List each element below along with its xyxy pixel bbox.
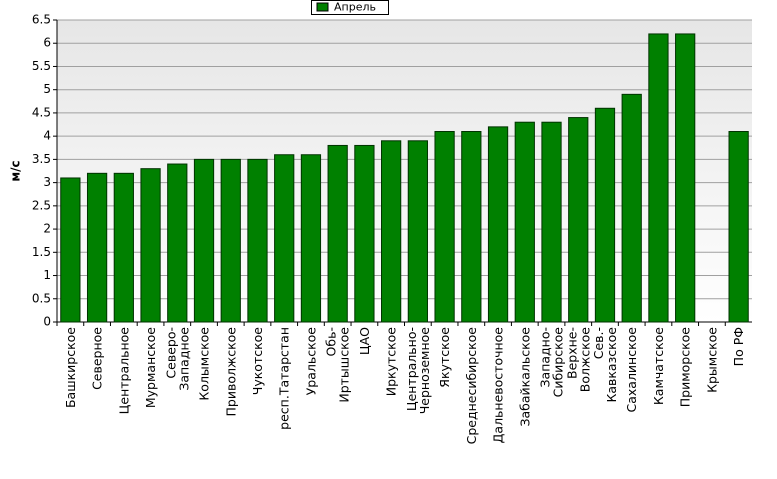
- bar: [568, 117, 589, 323]
- x-tick-label: Мурманское: [143, 327, 159, 409]
- y-axis-label: м/с: [9, 160, 23, 181]
- bar: [247, 158, 268, 323]
- y-tick-label: 3: [43, 175, 51, 189]
- bar: [167, 163, 188, 323]
- x-tick-label: Северо- Западное: [163, 327, 192, 391]
- x-tick-label: Центрально- Черноземное: [403, 327, 432, 415]
- x-tick-label: По РФ: [731, 327, 747, 367]
- legend: Апрель: [311, 0, 389, 15]
- y-tick-label: 4.5: [32, 105, 51, 119]
- y-tick-label: 3.5: [32, 152, 51, 166]
- bar: [461, 131, 482, 323]
- y-tick-label: 2: [43, 222, 51, 236]
- x-tick-label: Обь- Иртышское: [323, 327, 352, 403]
- x-tick-label: Сев.- Кавказское: [590, 327, 619, 403]
- x-tick-label: Башкирское: [62, 327, 78, 409]
- bar: [514, 121, 535, 323]
- y-tick-label: 5.5: [32, 59, 51, 73]
- y-tick-label: 6.5: [32, 13, 51, 27]
- x-tick-label: Якутское: [437, 327, 453, 388]
- x-tick-label: Крымское: [704, 327, 720, 393]
- x-tick-label: Колымское: [196, 327, 212, 401]
- y-tick-label: 6: [43, 36, 51, 50]
- plot-area: [57, 20, 752, 322]
- y-tick-label: 5: [43, 82, 51, 96]
- y-tick-label: 1: [43, 268, 51, 282]
- x-tick-label: ЦАО: [356, 327, 372, 356]
- y-tick-label: 4: [43, 129, 51, 143]
- x-tick-label: Забайкальское: [517, 327, 533, 427]
- bar: [381, 140, 402, 323]
- x-tick-label: Приволжское: [223, 327, 239, 417]
- bar: [354, 144, 375, 323]
- bar: [541, 121, 562, 323]
- bar: [728, 131, 749, 323]
- x-tick-label: Сахалинское: [624, 327, 640, 413]
- x-tick-label: Иркутское: [383, 327, 399, 397]
- x-tick-label: Дальневосточное: [490, 327, 506, 444]
- bar: [60, 177, 81, 323]
- bar: [274, 154, 295, 323]
- x-tick-label: Западно- Сибирское: [537, 327, 566, 398]
- x-tick-label: респ.Татарстан: [276, 327, 292, 430]
- x-tick-label: Верхне- Волжское: [564, 327, 593, 393]
- x-tick-label: Приморское: [677, 327, 693, 408]
- bar: [86, 172, 108, 323]
- x-tick-label: Среднесибирское: [463, 327, 479, 445]
- legend-swatch: [316, 2, 329, 12]
- x-tick-label: Центральное: [116, 327, 132, 415]
- bar: [220, 158, 241, 323]
- bar: [594, 107, 616, 323]
- bar: [487, 126, 509, 323]
- bar: [327, 144, 348, 323]
- y-tick-label: 2.5: [32, 198, 51, 212]
- bar: [621, 93, 642, 323]
- y-tick-label: 0.5: [32, 291, 51, 305]
- bar: [193, 158, 215, 323]
- y-tick-label: 0: [43, 315, 51, 329]
- x-tick-label: Чукотское: [249, 327, 265, 396]
- y-tick-label: 1.5: [32, 245, 51, 259]
- bar: [648, 33, 669, 323]
- bar: [434, 131, 455, 323]
- x-tick-label: Северное: [89, 327, 105, 390]
- x-tick-label: Камчатское: [650, 327, 666, 406]
- bar: [300, 154, 322, 323]
- bar: [113, 172, 134, 323]
- legend-label: Апрель: [334, 1, 376, 14]
- bar: [407, 140, 428, 323]
- bar: [675, 33, 696, 323]
- x-tick-label: Уральское: [303, 327, 319, 396]
- legend-box: [311, 0, 389, 15]
- bar: [140, 168, 161, 323]
